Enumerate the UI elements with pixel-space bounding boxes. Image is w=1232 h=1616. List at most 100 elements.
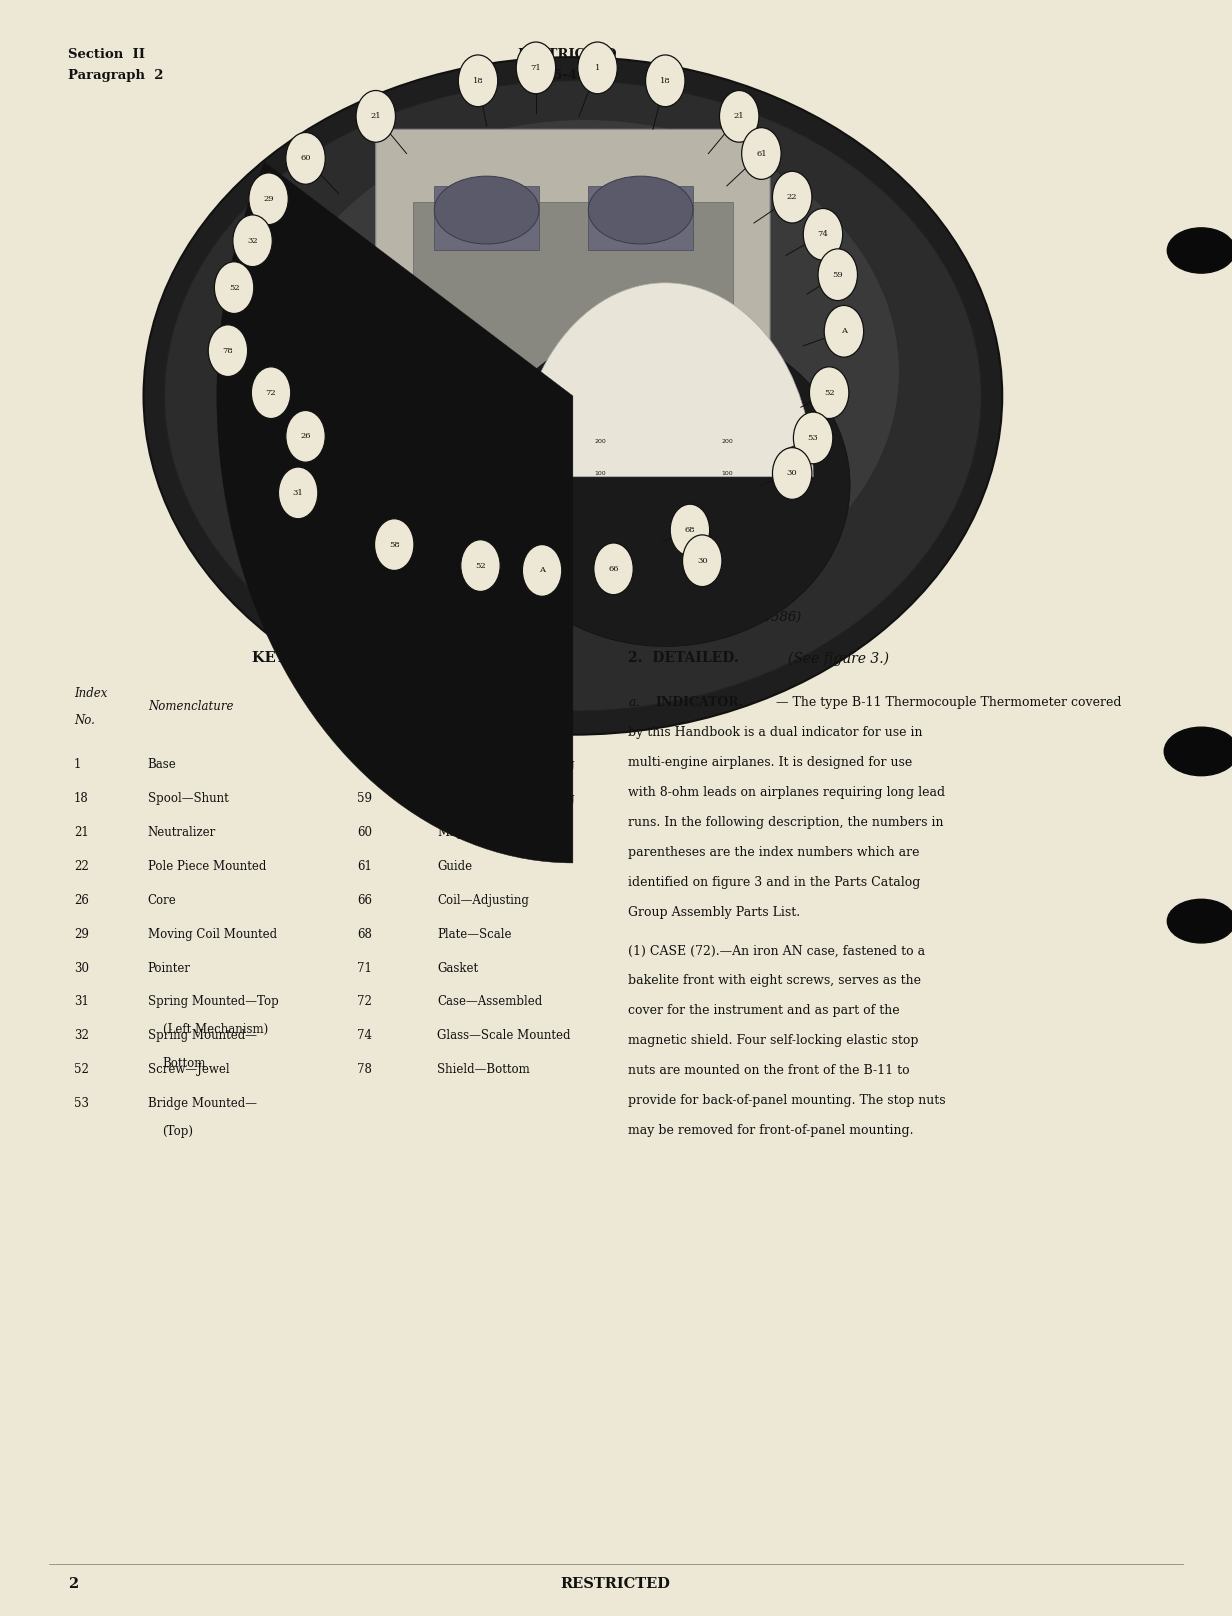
Circle shape: [742, 128, 781, 179]
Text: (Top): (Top): [163, 1125, 193, 1138]
Text: 31: 31: [74, 995, 89, 1008]
Text: Plate—Scale: Plate—Scale: [437, 928, 511, 941]
Text: 26: 26: [74, 894, 89, 907]
Text: 21: 21: [371, 113, 381, 120]
Text: 52: 52: [824, 389, 834, 396]
Text: 68: 68: [685, 527, 695, 533]
Circle shape: [772, 448, 812, 499]
Wedge shape: [517, 283, 813, 477]
Circle shape: [208, 325, 248, 377]
Text: 66: 66: [357, 894, 372, 907]
Text: (See figure 3.): (See figure 3.): [788, 651, 890, 666]
Circle shape: [719, 90, 759, 142]
Circle shape: [772, 171, 812, 223]
Text: Gasket: Gasket: [437, 962, 478, 974]
Ellipse shape: [480, 323, 850, 646]
Wedge shape: [217, 163, 573, 863]
Text: 74: 74: [357, 1029, 372, 1042]
Text: INDICATOR.: INDICATOR.: [655, 696, 743, 709]
Text: parentheses are the index numbers which are: parentheses are the index numbers which …: [628, 847, 920, 860]
Ellipse shape: [1167, 898, 1232, 944]
Text: (1) CASE (72).—An iron AN case, fastened to a: (1) CASE (72).—An iron AN case, fastened…: [628, 944, 925, 958]
FancyBboxPatch shape: [413, 202, 733, 428]
Text: Pointer: Pointer: [148, 962, 191, 974]
Text: Bottom: Bottom: [163, 1057, 206, 1070]
Text: Bridge Mounted—: Bridge Mounted—: [148, 1097, 256, 1110]
Text: 78: 78: [223, 347, 233, 354]
FancyBboxPatch shape: [376, 129, 770, 469]
Text: Shield—Bottom: Shield—Bottom: [437, 1063, 530, 1076]
Text: 78: 78: [357, 1063, 372, 1076]
Text: 52: 52: [476, 562, 485, 569]
Bar: [435, 186, 540, 250]
Circle shape: [286, 410, 325, 462]
Text: 2.  DETAILED.: 2. DETAILED.: [628, 651, 739, 666]
Text: 18: 18: [473, 78, 483, 84]
Text: multi-engine airplanes. It is designed for use: multi-engine airplanes. It is designed f…: [628, 756, 913, 769]
Text: 74: 74: [818, 231, 828, 238]
Circle shape: [594, 543, 633, 595]
Text: 72: 72: [266, 389, 276, 396]
Text: No.: No.: [74, 714, 95, 727]
Text: a.: a.: [628, 696, 639, 709]
Ellipse shape: [164, 81, 982, 711]
Circle shape: [286, 133, 325, 184]
Text: A: A: [841, 328, 846, 335]
Text: Screw—Jewel: Screw—Jewel: [148, 1063, 229, 1076]
Circle shape: [375, 519, 414, 570]
Text: Spring—Compensating: Spring—Compensating: [437, 792, 575, 805]
Text: Spool—Shunt: Spool—Shunt: [148, 792, 229, 805]
Text: 60: 60: [357, 826, 372, 839]
Text: Guide: Guide: [437, 860, 473, 873]
Text: — The type B-11 Thermocouple Thermometer covered: — The type B-11 Thermocouple Thermometer…: [776, 696, 1121, 709]
Text: 32: 32: [248, 238, 257, 244]
Text: 22: 22: [787, 194, 797, 200]
Text: Glass—Scale Mounted: Glass—Scale Mounted: [437, 1029, 570, 1042]
Circle shape: [249, 173, 288, 225]
Text: 71: 71: [357, 962, 372, 974]
Text: Core: Core: [148, 894, 176, 907]
Circle shape: [578, 42, 617, 94]
Text: 200: 200: [594, 438, 606, 444]
Circle shape: [670, 504, 710, 556]
Ellipse shape: [435, 176, 540, 244]
Text: RESTRICTED: RESTRICTED: [517, 48, 617, 61]
Text: ACUS ARMY
TYPE B-11: ACUS ARMY TYPE B-11: [653, 509, 678, 519]
Ellipse shape: [1167, 228, 1232, 273]
Text: 30: 30: [74, 962, 89, 974]
Text: Moving Coil Mounted: Moving Coil Mounted: [148, 928, 277, 941]
Text: 2: 2: [68, 1577, 78, 1592]
Text: 22: 22: [74, 860, 89, 873]
Text: 100: 100: [594, 470, 606, 477]
Text: 58: 58: [357, 758, 372, 771]
Text: 59: 59: [833, 271, 843, 278]
Circle shape: [516, 42, 556, 94]
Text: Index: Index: [74, 687, 107, 700]
Text: cover for the instrument and as part of the: cover for the instrument and as part of …: [628, 1005, 899, 1018]
Text: nuts are mounted on the front of the B-11 to: nuts are mounted on the front of the B-1…: [628, 1065, 910, 1078]
Text: Nomenclature: Nomenclature: [437, 700, 522, 713]
Text: AN 05-40D-7: AN 05-40D-7: [517, 69, 614, 82]
Text: Spring Mounted—Top: Spring Mounted—Top: [148, 995, 278, 1008]
Text: runs. In the following description, the numbers in: runs. In the following description, the …: [628, 816, 944, 829]
Text: Magnet: Magnet: [437, 826, 483, 839]
Text: 29: 29: [74, 928, 89, 941]
Text: Paragraph  2: Paragraph 2: [68, 69, 164, 82]
Text: Neutralizer: Neutralizer: [148, 826, 216, 839]
Circle shape: [809, 367, 849, 419]
Circle shape: [233, 215, 272, 267]
Text: Pole Piece Mounted: Pole Piece Mounted: [148, 860, 266, 873]
Ellipse shape: [589, 176, 692, 244]
Ellipse shape: [144, 57, 1003, 735]
Text: (Left Mechanism): (Left Mechanism): [163, 1023, 267, 1036]
Text: Spring—Compensating: Spring—Compensating: [437, 758, 575, 771]
Circle shape: [458, 55, 498, 107]
Text: Figure 3—Sectional View, Type B-11 (Part No. 110586): Figure 3—Sectional View, Type B-11 (Part…: [431, 611, 801, 624]
Text: 26: 26: [301, 433, 310, 440]
Text: Coil—Adjusting: Coil—Adjusting: [437, 894, 530, 907]
Text: 68: 68: [357, 928, 372, 941]
Text: 66: 66: [609, 566, 618, 572]
Text: Group Assembly Parts List.: Group Assembly Parts List.: [628, 907, 801, 920]
Text: 200: 200: [721, 438, 733, 444]
Text: Nomenclature: Nomenclature: [148, 700, 233, 713]
